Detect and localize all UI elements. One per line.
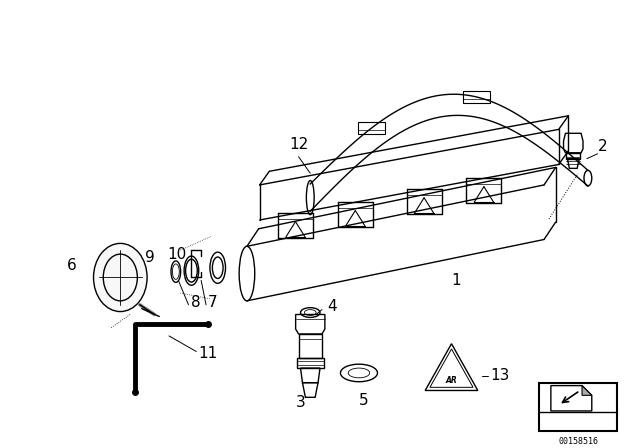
Bar xyxy=(539,383,617,431)
Bar xyxy=(463,91,490,103)
Polygon shape xyxy=(582,386,592,395)
Polygon shape xyxy=(551,386,592,411)
Text: 1: 1 xyxy=(452,273,461,288)
Text: 5: 5 xyxy=(359,393,369,408)
Text: 8: 8 xyxy=(191,295,200,310)
Ellipse shape xyxy=(93,243,147,311)
Text: 9: 9 xyxy=(145,250,154,266)
Text: 10: 10 xyxy=(167,246,186,262)
Text: 4: 4 xyxy=(327,299,337,314)
Text: AR: AR xyxy=(445,376,458,385)
Text: 12: 12 xyxy=(289,137,308,151)
Text: 7: 7 xyxy=(208,295,218,310)
Text: 6: 6 xyxy=(67,258,76,273)
Text: 00158516: 00158516 xyxy=(558,437,598,446)
Bar xyxy=(358,122,385,134)
Text: 11: 11 xyxy=(198,346,218,361)
Text: 2: 2 xyxy=(598,139,607,155)
Text: 3: 3 xyxy=(296,395,305,409)
Text: 13: 13 xyxy=(490,368,510,383)
